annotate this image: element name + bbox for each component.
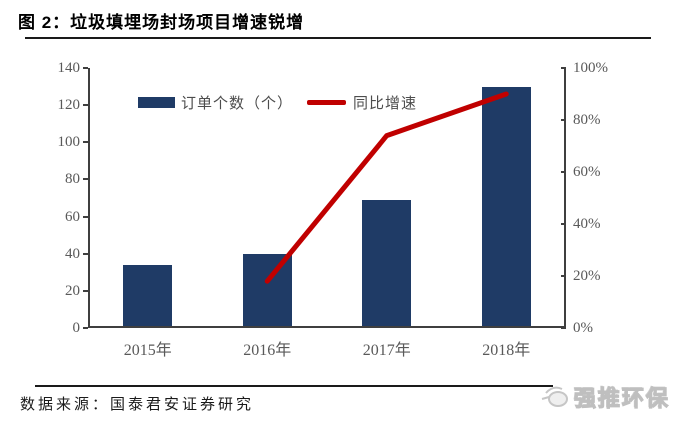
right-axis-tick-mark: [561, 275, 566, 277]
left-axis-tick-label: 0: [72, 320, 81, 336]
left-axis-tick-mark: [83, 67, 88, 69]
left-axis-tick-label: 80: [65, 171, 80, 188]
bar: [242, 253, 292, 326]
footer-divider: [35, 385, 553, 387]
title-divider: [25, 37, 651, 39]
left-axis-tick-label: 40: [65, 245, 80, 262]
brand-watermark-label: 强推环保: [573, 386, 671, 412]
right-axis-line: [564, 68, 566, 328]
bar: [362, 199, 412, 326]
data-source-note: 数据来源：国泰君安证券研究: [20, 397, 255, 413]
line-legend-swatch-icon: [307, 100, 347, 105]
right-axis-tick-mark: [561, 171, 566, 173]
bar-legend-label: 订单个数（个）: [181, 96, 294, 112]
left-axis-tick-label: 140: [57, 60, 81, 76]
bird-logo-icon: [541, 386, 568, 407]
bar: [123, 264, 173, 326]
x-axis-label: 2017年: [362, 342, 411, 359]
right-axis-tick-label: 0%: [573, 320, 593, 336]
left-axis-tick-mark: [83, 252, 88, 255]
bar: [481, 86, 531, 326]
chart-legend: 订单个数（个） 同比增速: [138, 92, 417, 113]
left-axis-tick-mark: [83, 104, 88, 107]
x-axis-labels: 2015年 2016年 2017年 2018年: [88, 336, 566, 359]
left-axis-tick-labels: 0 20 40 60 80 100 120 140: [0, 60, 81, 336]
right-axis-tick-label: 80%: [573, 112, 601, 128]
left-axis-tick-mark: [83, 327, 88, 329]
bar-legend-swatch-icon: [138, 97, 175, 108]
left-axis-tick-mark: [83, 141, 88, 144]
right-axis-tick-mark: [561, 67, 566, 69]
left-axis-tick-mark: [83, 178, 88, 181]
right-axis-tick-label: 60%: [573, 164, 601, 180]
left-axis-tick-label: 20: [65, 282, 80, 299]
right-axis-tick-label: 20%: [573, 268, 601, 284]
figure-title: 图 2：垃圾填埋场封场项目增速锐增: [18, 13, 305, 32]
x-axis-line: [88, 326, 566, 328]
left-axis-tick-label: 60: [65, 208, 80, 225]
right-axis-tick-labels: 0% 20% 40% 60% 80% 100%: [573, 60, 673, 336]
brand-watermark: 强推环保: [540, 381, 670, 413]
left-axis-tick-label: 120: [57, 97, 81, 114]
line-legend-label: 同比增速: [353, 96, 418, 112]
line-series: [264, 91, 509, 284]
chart-plot-area: 订单个数（个） 同比增速: [83, 67, 566, 329]
x-axis-label: 2015年: [123, 342, 172, 359]
right-axis-tick-label: 40%: [573, 216, 601, 232]
left-axis-tick-mark: [83, 215, 88, 218]
right-axis-tick-label: 100%: [573, 60, 608, 76]
left-axis-tick-label: 100: [57, 134, 81, 151]
left-axis-tick-mark: [83, 289, 88, 292]
x-axis-label: 2018年: [482, 342, 531, 359]
right-axis-tick-mark: [561, 119, 566, 121]
x-axis-label: 2016年: [243, 342, 292, 359]
right-axis-tick-mark: [561, 223, 566, 225]
right-axis-tick-mark: [561, 327, 566, 329]
left-axis-line: [88, 68, 90, 328]
